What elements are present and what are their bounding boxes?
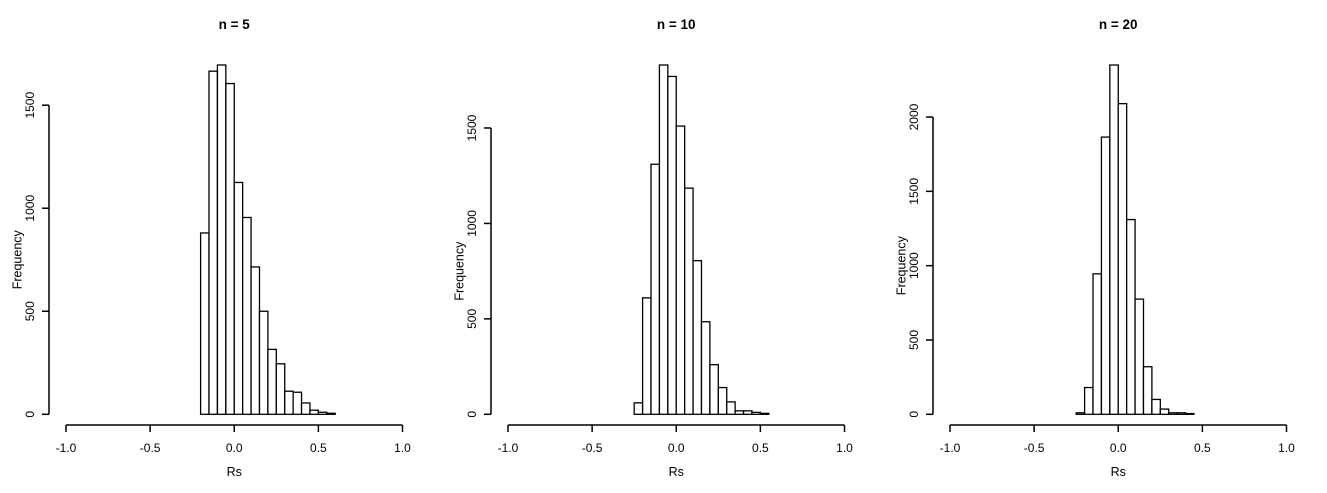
histogram-bar	[1151, 398, 1161, 415]
histogram-bar	[1134, 298, 1145, 415]
histogram-bar	[292, 391, 303, 415]
histogram-bar	[225, 82, 235, 415]
x-tick-label: -0.5	[582, 441, 603, 455]
plot-content-n10: -1.0 -0.5 0.0 0.5 1.0 0 500 1000 1500	[465, 64, 853, 455]
histogram-bar	[1075, 412, 1086, 415]
x-tick-label: 1.0	[1278, 441, 1295, 455]
x-tick-label: 1.0	[394, 441, 411, 455]
histogram-bar	[1117, 102, 1128, 415]
x-tick-label: -1.0	[498, 441, 519, 455]
y-tick-label: 0	[465, 411, 479, 418]
histogram-bar	[267, 348, 277, 415]
histogram-bar	[199, 232, 210, 415]
histogram-bar	[233, 181, 244, 415]
plot-content-n5: -1.0 -0.5 0.0 0.5 1.0 0 500 1000 1500	[23, 64, 411, 455]
histogram-bar	[242, 216, 252, 415]
histogram-bar	[726, 401, 736, 415]
histogram-bar	[216, 64, 227, 415]
histogram-bar	[700, 321, 711, 415]
x-tick-label: -0.5	[1024, 441, 1045, 455]
x-axis-label-n10: Rs	[669, 465, 684, 479]
histogram-bar	[1142, 366, 1153, 415]
y-tick-label: 0	[23, 411, 37, 418]
x-tick-label: 0.5	[310, 441, 327, 455]
y-tick-label: 500	[23, 301, 37, 321]
histogram-bar	[684, 187, 694, 415]
x-axis-label-n5: Rs	[227, 465, 242, 479]
histogram-bar	[1083, 386, 1094, 415]
panel-n10: -1.0 -0.5 0.0 0.5 1.0 0 500 1000 1500 n = 10 Rs …	[442, 0, 884, 493]
histogram-bar	[275, 363, 286, 415]
histogram-bar	[1168, 412, 1178, 415]
histogram-bar	[284, 390, 294, 415]
histogram-svg-n20: -1.0 -0.5 0.0 0.5 1.0 0 500 1000 1500 2000 n = 20…	[894, 17, 1295, 479]
histogram-bar	[667, 75, 677, 415]
histogram-bar	[759, 412, 770, 415]
histogram-bar	[675, 125, 686, 415]
x-axis-label-n20: Rs	[1111, 465, 1126, 479]
histogram-bar	[1184, 412, 1195, 415]
histogram-bar	[658, 64, 669, 415]
histogram-bar	[1126, 218, 1136, 415]
histogram-bar	[709, 364, 719, 415]
histogram-bar	[1092, 273, 1103, 415]
y-axis-label-n10: Frequency	[452, 241, 466, 301]
histogram-bar	[1100, 136, 1111, 415]
histogram-bar	[300, 402, 311, 415]
x-tick-label: 0.0	[668, 441, 685, 455]
histogram-bar	[734, 410, 745, 415]
histogram-bar	[1109, 64, 1119, 415]
y-tick-label: 500	[907, 330, 921, 350]
histogram-bar	[633, 402, 644, 415]
y-tick-label: 500	[465, 309, 479, 329]
x-tick-label: -0.5	[140, 441, 161, 455]
x-tick-label: 0.0	[226, 441, 243, 455]
plot-title-n5: n = 5	[219, 17, 251, 32]
histogram-bar	[742, 410, 753, 415]
y-tick-label: 1000	[23, 195, 37, 222]
histogram-bar	[1159, 408, 1170, 415]
plot-content-n20: -1.0 -0.5 0.0 0.5 1.0 0 500 1000 1500 2000	[907, 64, 1295, 455]
y-tick-label: 1000	[907, 252, 921, 279]
histogram-svg-n5: -1.0 -0.5 0.0 0.5 1.0 0 500 1000 1500 n = 5 Rs F…	[10, 17, 411, 479]
histogram-bar	[650, 163, 661, 415]
histogram-bar	[326, 412, 336, 415]
histogram-bar	[208, 70, 219, 415]
histogram-bar	[309, 409, 320, 415]
x-tick-label: 0.5	[1194, 441, 1211, 455]
x-tick-label: 1.0	[836, 441, 853, 455]
y-tick-label: 2000	[907, 103, 921, 130]
y-axis-label-n20: Frequency	[894, 235, 908, 295]
y-tick-label: 1500	[23, 92, 37, 119]
histogram-bar	[1176, 412, 1187, 415]
y-axis-label-n5: Frequency	[10, 229, 24, 289]
x-tick-label: 0.0	[1110, 441, 1127, 455]
histogram-bar	[317, 411, 328, 415]
histogram-bar	[258, 310, 269, 415]
panel-n20: -1.0 -0.5 0.0 0.5 1.0 0 500 1000 1500 2000 n = 20…	[884, 0, 1326, 493]
histogram-bar	[641, 297, 652, 415]
plot-title-n10: n = 10	[657, 17, 696, 32]
panel-n5: -1.0 -0.5 0.0 0.5 1.0 0 500 1000 1500 n = 5 Rs F…	[0, 0, 442, 493]
x-tick-label: -1.0	[56, 441, 77, 455]
histogram-bar	[717, 386, 728, 415]
y-tick-label: 0	[907, 411, 921, 418]
histogram-bar	[751, 411, 762, 415]
y-tick-label: 1500	[907, 178, 921, 205]
y-tick-label: 1000	[465, 210, 479, 237]
x-tick-label: -1.0	[940, 441, 961, 455]
plot-title-n20: n = 20	[1099, 17, 1138, 32]
x-tick-label: 0.5	[752, 441, 769, 455]
histogram-bar	[250, 266, 261, 415]
histogram-bar	[692, 259, 703, 415]
y-tick-label: 1500	[465, 114, 479, 141]
